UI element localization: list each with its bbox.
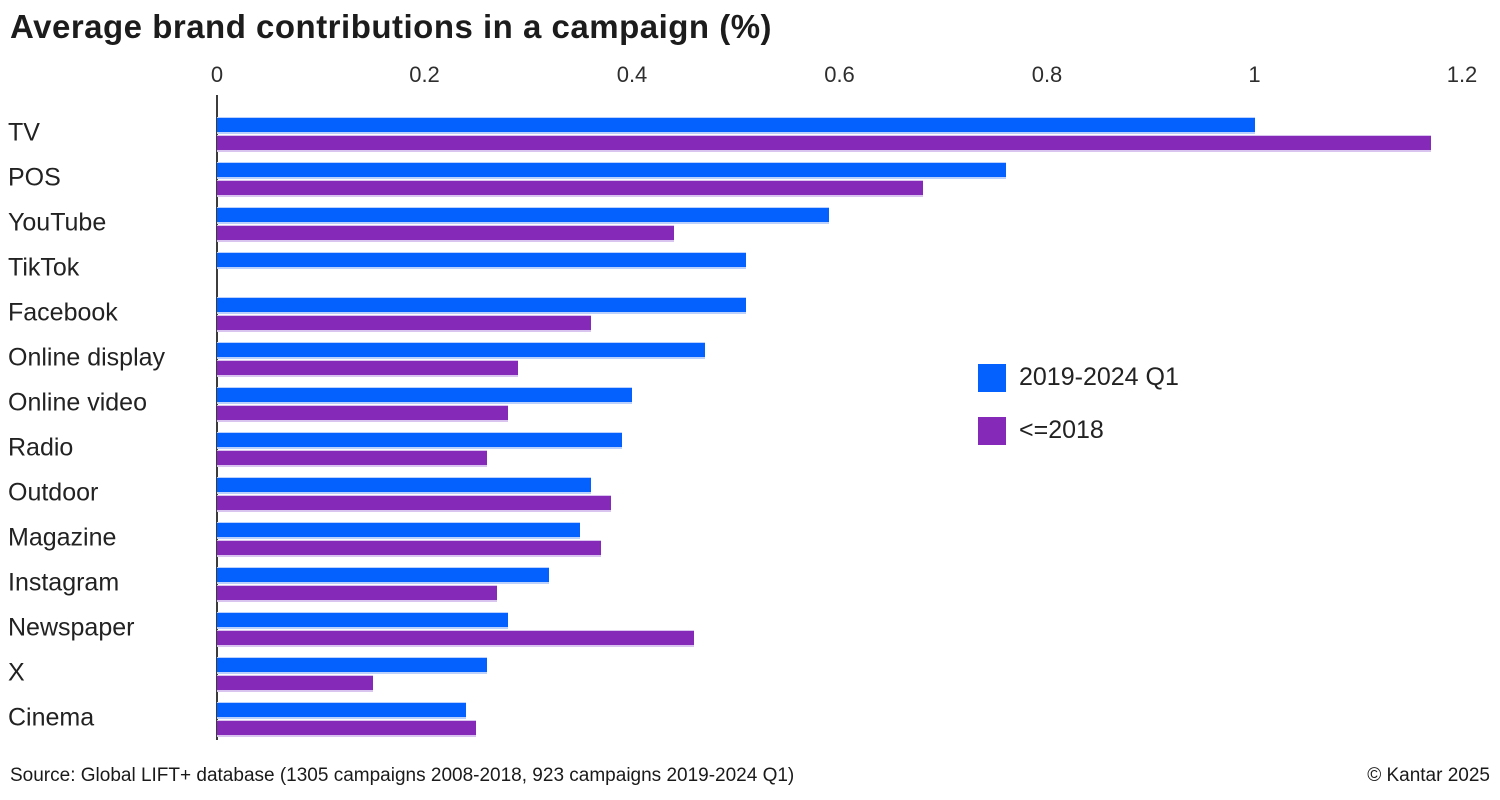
bar-legacy (217, 631, 695, 645)
chart-row: Instagram (0, 560, 1500, 605)
category-label: Facebook (8, 298, 118, 326)
bar-legacy (217, 226, 674, 240)
x-tick-label: 0.2 (409, 62, 440, 87)
bar-legacy (217, 451, 487, 465)
bar-group (217, 245, 1462, 290)
bar-group (217, 425, 1462, 470)
bar-legacy (217, 406, 508, 420)
bar-group (217, 335, 1462, 380)
legend-item: 2019-2024 Q1 (978, 363, 1179, 392)
x-tick-label: 0.4 (616, 62, 648, 87)
bar-legacy (217, 136, 1431, 150)
chart-row: Magazine (0, 515, 1500, 560)
bar-legacy (217, 676, 373, 690)
bar-legacy (217, 361, 518, 375)
bar-group (217, 380, 1462, 425)
chart-row: YouTube (0, 200, 1500, 245)
bar-legacy (217, 721, 477, 735)
bar-group (217, 650, 1462, 695)
bar-recent (217, 298, 747, 312)
category-label: TV (8, 118, 40, 146)
category-label: Newspaper (8, 613, 135, 641)
bar-rows: TV POS YouTube TikTok Facebook Online display… (0, 110, 1500, 740)
category-label: X (8, 658, 25, 686)
category-label: Online video (8, 388, 147, 416)
bar-group (217, 290, 1462, 335)
chart-row: Online video (0, 380, 1500, 425)
source-note: Source: Global LIFT+ database (1305 camp… (10, 765, 795, 786)
bar-legacy (217, 586, 498, 600)
x-axis-ticks: 0 0.2 0.4 0.6 0.8 1 1.2 (211, 62, 1477, 90)
category-label: TikTok (8, 253, 80, 281)
category-label: Instagram (8, 568, 120, 596)
copyright-note: © Kantar 2025 (1367, 765, 1490, 786)
legend-item: <=2018 (978, 416, 1179, 445)
bar-group (217, 560, 1462, 605)
bar-group (217, 155, 1462, 200)
chart-row: Facebook (0, 290, 1500, 335)
bar-recent (217, 208, 830, 222)
x-tick-label: 1 (1248, 62, 1261, 87)
bar-legacy (217, 316, 591, 330)
chart-row: Outdoor (0, 470, 1500, 515)
bar-recent (217, 343, 705, 357)
bar-group (217, 200, 1462, 245)
legend-label: 2019-2024 Q1 (1019, 363, 1179, 391)
bar-group (217, 110, 1462, 155)
legend: 2019-2024 Q1 <=2018 (978, 363, 1179, 469)
bar-legacy (217, 496, 612, 510)
legend-swatch-icon (978, 363, 1006, 392)
bar-group (217, 470, 1462, 515)
bar-recent (217, 433, 622, 447)
chart-row: X (0, 650, 1500, 695)
bar-recent (217, 568, 549, 582)
bar-recent (217, 613, 508, 627)
bar-group (217, 605, 1462, 650)
category-label: Cinema (8, 703, 95, 731)
bar-recent (217, 478, 591, 492)
bar-recent (217, 118, 1255, 132)
chart-row: Newspaper (0, 605, 1500, 650)
bar-recent (217, 253, 747, 267)
category-label: Magazine (8, 523, 117, 551)
page-title: Average brand contributions in a campaig… (10, 8, 773, 45)
bar-legacy (217, 181, 923, 195)
chart-row: TikTok (0, 245, 1500, 290)
chart-row: TV (0, 110, 1500, 155)
bar-recent (217, 163, 1006, 177)
bar-recent (217, 388, 632, 402)
chart-row: POS (0, 155, 1500, 200)
chart-row: Online display (0, 335, 1500, 380)
legend-swatch-icon (978, 416, 1006, 445)
chart-row: Radio (0, 425, 1500, 470)
bar-recent (217, 703, 466, 717)
bar-legacy (217, 541, 601, 555)
category-label: YouTube (8, 208, 107, 236)
category-label: Online display (8, 343, 166, 371)
bar-group (217, 515, 1462, 560)
bar-recent (217, 523, 581, 537)
x-tick-label: 1.2 (1446, 62, 1478, 87)
x-tick-label: 0 (210, 62, 224, 87)
footer: Source: Global LIFT+ database (1305 camp… (0, 760, 1500, 792)
bar-recent (217, 658, 487, 672)
x-tick-label: 0.6 (824, 62, 855, 87)
category-label: POS (8, 163, 61, 191)
category-label: Radio (8, 433, 74, 461)
chart-row: Cinema (0, 695, 1500, 740)
x-tick-label: 0.8 (1031, 62, 1063, 87)
category-label: Outdoor (8, 478, 99, 506)
bar-group (217, 695, 1462, 740)
legend-label: <=2018 (1019, 416, 1104, 444)
